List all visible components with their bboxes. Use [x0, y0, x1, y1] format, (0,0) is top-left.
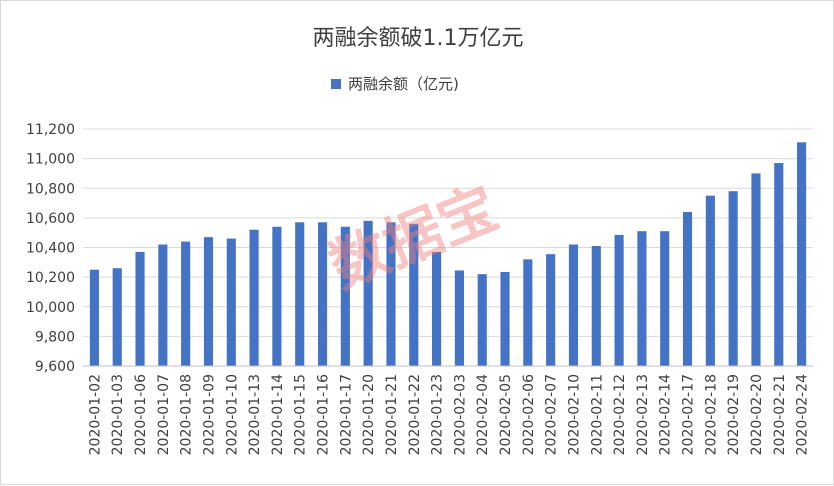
bar [340, 226, 350, 366]
bar [432, 251, 442, 366]
bar [89, 269, 99, 366]
bar [500, 271, 510, 366]
y-tick-label: 10,000 [26, 300, 75, 316]
x-tick-label: 2020-02-10 [566, 374, 582, 455]
x-tick-label: 2020-02-19 [726, 374, 742, 455]
bar [249, 229, 259, 366]
x-tick-label: 2020-01-16 [316, 374, 332, 455]
x-tick-label: 2020-01-08 [179, 374, 195, 455]
bar [591, 246, 601, 366]
bar [295, 222, 305, 366]
x-tick-label: 2020-02-04 [475, 374, 491, 455]
y-tick-label: 10,800 [26, 181, 75, 197]
bars [89, 142, 807, 366]
bar [272, 226, 282, 366]
x-tick-label: 2020-02-13 [635, 374, 651, 455]
bar [523, 259, 533, 366]
bar [546, 254, 556, 366]
bar [637, 231, 647, 366]
bar [568, 244, 579, 366]
x-axis-tick-labels: 2020-01-02 2020-01-03 2020-01-06 2020-01-07… [87, 374, 810, 455]
x-tick-label: 2020-01-17 [338, 374, 354, 455]
x-tick-label: 2020-02-17 [681, 374, 697, 455]
x-tick-label: 2020-01-07 [156, 374, 172, 455]
x-tick-label: 2020-02-18 [703, 374, 719, 455]
bar [112, 268, 122, 366]
bar [203, 237, 214, 366]
bar [477, 274, 487, 366]
legend-label: 两融余额（亿元) [348, 75, 459, 93]
x-tick-label: 2020-01-03 [110, 374, 126, 455]
x-tick-label: 2020-02-21 [772, 374, 788, 455]
x-tick-label: 2020-01-20 [361, 374, 377, 455]
y-tick-label: 11,200 [26, 122, 75, 138]
x-tick-label: 2020-02-05 [498, 374, 514, 455]
x-tick-label: 2020-01-14 [270, 374, 286, 455]
x-tick-label: 2020-02-14 [658, 374, 674, 455]
x-tick-label: 2020-02-20 [749, 374, 765, 455]
x-tick-label: 2020-02-24 [795, 374, 811, 455]
x-tick-label: 2020-02-03 [452, 374, 468, 455]
y-axis-tick-labels: 9,600 9,800 10,000 10,200 10,400 10,600 10,800… [26, 122, 75, 375]
x-tick-label: 2020-01-02 [87, 374, 103, 455]
bar [409, 223, 419, 366]
x-tick-label: 2020-02-11 [589, 374, 605, 455]
y-tick-label: 11,000 [26, 152, 75, 168]
x-tick-label: 2020-01-13 [247, 374, 263, 455]
y-tick-label: 10,200 [26, 270, 75, 286]
chart-title: 两融余额破1.1万亿元 [313, 26, 524, 51]
y-tick-label: 10,600 [26, 211, 75, 227]
bar [774, 163, 784, 366]
x-tick-label: 2020-01-15 [293, 374, 309, 455]
bar [226, 238, 236, 366]
bar [751, 173, 761, 366]
bar [317, 222, 328, 366]
x-tick-label: 2020-01-21 [384, 374, 400, 455]
x-tick-label: 2020-01-10 [224, 374, 240, 455]
x-tick-label: 2020-01-23 [430, 374, 446, 455]
x-tick-label: 2020-01-09 [201, 374, 217, 455]
y-tick-label: 10,400 [26, 241, 75, 257]
bar [682, 211, 693, 366]
y-tick-label: 9,600 [35, 359, 75, 375]
bar [386, 222, 396, 366]
bar [181, 241, 191, 366]
bar [797, 142, 807, 366]
bar [363, 220, 373, 366]
bar [454, 270, 464, 366]
legend: 两融余额（亿元) [331, 75, 459, 93]
legend-swatch [331, 79, 341, 89]
x-tick-label: 2020-01-06 [133, 374, 149, 455]
x-tick-label: 2020-02-12 [612, 374, 628, 455]
bar [135, 251, 145, 366]
x-tick-label: 2020-02-07 [544, 374, 560, 455]
x-tick-label: 2020-02-06 [521, 374, 537, 455]
bar [660, 231, 670, 366]
x-tick-label: 2020-01-22 [407, 374, 423, 455]
bar [705, 195, 715, 366]
bar [158, 244, 168, 366]
y-tick-label: 9,800 [35, 329, 75, 345]
bar [728, 191, 738, 366]
bar [614, 234, 624, 366]
